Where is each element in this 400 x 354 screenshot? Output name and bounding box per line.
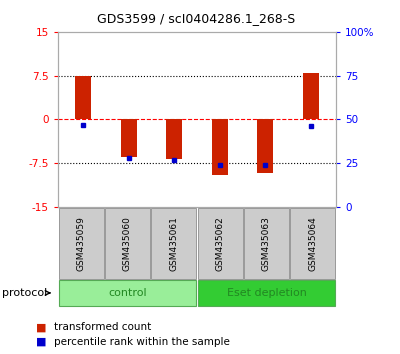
Text: ■: ■ [36, 322, 46, 332]
Text: GSM435063: GSM435063 [262, 216, 271, 271]
Text: GDS3599 / scI0404286.1_268-S: GDS3599 / scI0404286.1_268-S [97, 12, 295, 25]
Bar [303, 73, 319, 120]
Bar [166, 120, 182, 159]
Bar [212, 120, 228, 175]
Text: GSM435064: GSM435064 [308, 216, 317, 271]
Text: control: control [108, 288, 147, 298]
Text: GSM435061: GSM435061 [169, 216, 178, 271]
Text: Eset depletion: Eset depletion [226, 288, 306, 298]
Text: ■: ■ [36, 337, 46, 347]
Bar [75, 76, 91, 120]
Text: GSM435059: GSM435059 [77, 216, 86, 271]
Bar [121, 120, 137, 158]
Text: percentile rank within the sample: percentile rank within the sample [54, 337, 230, 347]
Text: GSM435062: GSM435062 [216, 216, 225, 271]
Text: transformed count: transformed count [54, 322, 151, 332]
Bar [257, 120, 273, 173]
Text: GSM435060: GSM435060 [123, 216, 132, 271]
Text: protocol: protocol [2, 288, 47, 298]
